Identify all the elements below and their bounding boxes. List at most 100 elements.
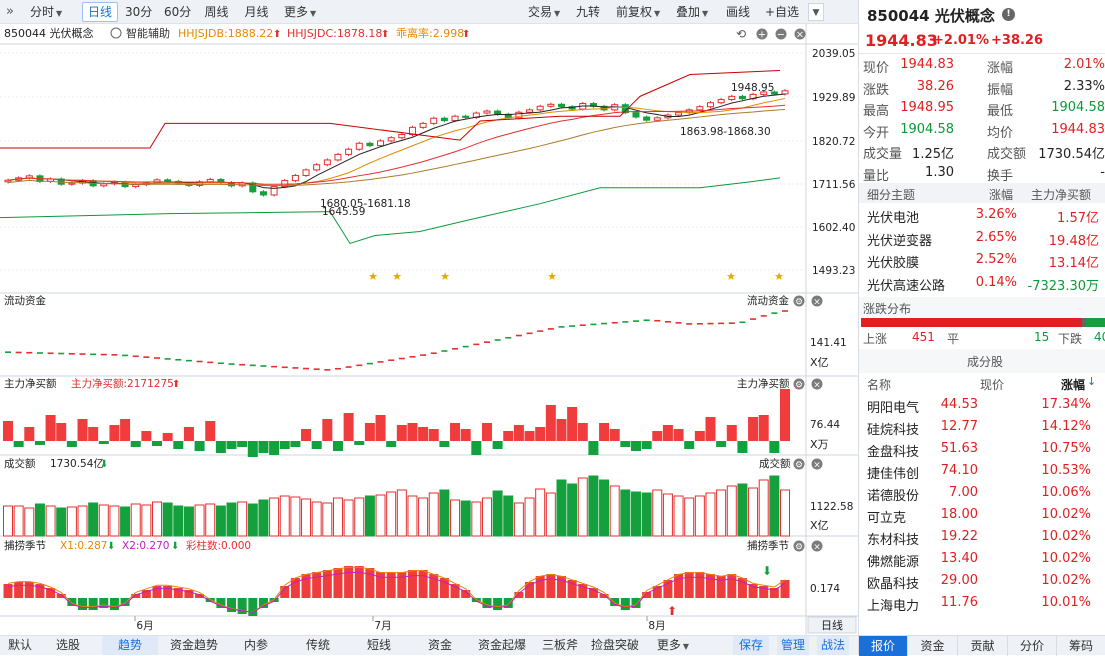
expand-icon[interactable]: » bbox=[6, 4, 14, 19]
close-icon[interactable]: × bbox=[811, 458, 823, 471]
indicator-tab-2[interactable]: 趋势 bbox=[102, 636, 158, 655]
toolbar-menu-icon[interactable]: ▼ bbox=[808, 3, 824, 21]
indicator-tab-1[interactable]: 选股 bbox=[42, 636, 94, 655]
quote-label: 现价 bbox=[863, 61, 890, 76]
close-icon[interactable]: × bbox=[811, 295, 823, 308]
subtheme-name[interactable]: 光伏逆变器 bbox=[867, 233, 933, 249]
right-tab-2[interactable]: 贡献 bbox=[958, 636, 1008, 656]
constituent-name[interactable]: 诺德股份 bbox=[867, 489, 920, 504]
flow-unit: X亿 bbox=[810, 356, 829, 369]
right-tab-4[interactable]: 筹码 bbox=[1057, 636, 1105, 656]
constituent-pct: 14.12% bbox=[1041, 419, 1091, 434]
indicator-tab-5[interactable]: 传统 bbox=[290, 636, 346, 655]
period-button-6[interactable]: 更多 ▼ bbox=[280, 2, 320, 22]
toolbar-button-5[interactable]: +自选 bbox=[757, 2, 807, 22]
quote-price: 1944.83 bbox=[865, 31, 938, 50]
indicator-tab-9[interactable]: 三板斧 bbox=[536, 636, 584, 655]
subtheme-name[interactable]: 光伏电池 bbox=[867, 211, 920, 226]
quote-label: 量比 bbox=[863, 168, 890, 184]
constituent-name[interactable]: 东材科技 bbox=[867, 533, 920, 548]
net-bars bbox=[3, 389, 790, 457]
constituents-col-pct[interactable]: 涨幅 bbox=[1061, 378, 1086, 392]
action-button-0[interactable]: 保存 bbox=[733, 636, 769, 655]
subtheme-flow: 13.14亿 bbox=[1048, 256, 1099, 271]
indicator-tab-7[interactable]: 资金 bbox=[410, 636, 470, 655]
down-count: 40 bbox=[1094, 330, 1105, 344]
close-icon[interactable]: × bbox=[794, 28, 806, 41]
period-button-1[interactable]: 日线 bbox=[82, 2, 118, 22]
constituents-header bbox=[859, 349, 1105, 373]
candle-body bbox=[302, 169, 310, 176]
toolbar-button-2[interactable]: 前复权 ▼ bbox=[612, 2, 664, 22]
candle-body bbox=[419, 122, 427, 128]
indicator-tab-8[interactable]: 资金起爆 bbox=[470, 636, 534, 655]
indicator-tab-4[interactable]: 内参 bbox=[230, 636, 282, 655]
constituent-name[interactable]: 欧晶科技 bbox=[867, 577, 920, 592]
subtheme-name[interactable]: 光伏胶膜 bbox=[867, 256, 920, 271]
tab-label: 资金 bbox=[427, 638, 452, 652]
right-tab-0[interactable]: 报价 bbox=[859, 636, 908, 656]
constituent-name[interactable]: 捷佳伟创 bbox=[867, 467, 920, 482]
period-button-2[interactable]: 30分 bbox=[121, 2, 154, 22]
candle-body bbox=[440, 117, 448, 122]
constituent-name[interactable]: 可立克 bbox=[867, 511, 907, 526]
season-x1-line bbox=[7, 566, 786, 613]
candlesticks bbox=[4, 89, 789, 197]
indicator-tab-11[interactable]: 更多 ▼ bbox=[648, 636, 698, 655]
subtheme-pct: 2.52% bbox=[975, 252, 1017, 267]
tab-label: 更多 bbox=[656, 638, 681, 652]
period-toggle-button[interactable] bbox=[807, 616, 857, 634]
indicator-tab-0[interactable]: 默认 bbox=[0, 636, 40, 655]
zoom-in-icon[interactable]: + bbox=[756, 28, 768, 41]
constituents-col-name[interactable]: 名称 bbox=[867, 378, 892, 392]
toolbar-button-0[interactable]: 交易 ▼ bbox=[524, 2, 564, 22]
toolbar-button-1[interactable]: 九转 bbox=[572, 2, 604, 22]
subtheme-name[interactable]: 光伏高速公路 bbox=[867, 278, 946, 294]
signal-star-icon: ★ bbox=[726, 270, 736, 283]
settings-icon[interactable]: ⚙ bbox=[793, 458, 805, 471]
indicator-tab-3[interactable]: 资金趋势 bbox=[160, 636, 228, 655]
indicator-jdb: HHJSJDB:1888.22 bbox=[178, 27, 273, 40]
close-icon[interactable]: × bbox=[811, 378, 823, 391]
constituent-name[interactable]: 硅烷科技 bbox=[867, 423, 920, 438]
right-tab-3[interactable]: 分价 bbox=[1008, 636, 1057, 656]
period-button-4[interactable]: 周线 bbox=[200, 2, 233, 22]
tab-label: 报价 bbox=[870, 639, 895, 653]
constituent-name[interactable]: 佛燃能源 bbox=[867, 555, 920, 570]
tab-label: 内参 bbox=[243, 638, 268, 652]
down-label: 下跌 bbox=[1058, 332, 1083, 346]
sort-desc-icon[interactable]: ↓ bbox=[1087, 375, 1097, 388]
action-button-2[interactable]: 战法 bbox=[817, 636, 849, 655]
volume-y-tick: 1122.58 bbox=[810, 501, 853, 513]
svg-text:⚙: ⚙ bbox=[795, 461, 803, 471]
constituent-name[interactable]: 明阳电气 bbox=[867, 401, 920, 416]
constituents-col-price[interactable]: 现价 bbox=[980, 378, 1005, 392]
chart-area[interactable]: 850044 光伏概念 智能辅助 HHJSJDB:1888.22 HHJSJDC:18… bbox=[0, 24, 858, 635]
action-label: 保存 bbox=[738, 638, 763, 652]
toolbar-button-4[interactable]: 画线 bbox=[722, 2, 752, 22]
candle-body bbox=[536, 105, 544, 111]
refresh-icon[interactable]: ⟲ bbox=[736, 27, 746, 41]
indicator-tab-6[interactable]: 短线 bbox=[350, 636, 408, 655]
settings-icon[interactable]: ⚙ bbox=[793, 295, 805, 308]
indicator-tab-10[interactable]: 捡盘突破 bbox=[586, 636, 644, 655]
candle-body bbox=[483, 110, 491, 114]
close-icon[interactable]: × bbox=[811, 540, 823, 553]
right-tab-1[interactable]: 资金 bbox=[908, 636, 958, 656]
chevron-down-icon[interactable] bbox=[110, 27, 122, 39]
price-low-range-label: 1680.05-1681.18 bbox=[320, 198, 411, 210]
period-button-3[interactable]: 60分 bbox=[160, 2, 193, 22]
constituent-name[interactable]: 上海电力 bbox=[867, 599, 920, 614]
toolbar-button-3[interactable]: 叠加 ▼ bbox=[672, 2, 712, 22]
candle-body bbox=[643, 116, 651, 121]
period-button-5[interactable]: 月线 bbox=[240, 2, 273, 22]
zoom-out-icon[interactable]: − bbox=[775, 28, 787, 41]
period-button-0[interactable]: 分时 ▼ bbox=[26, 2, 64, 22]
settings-icon[interactable]: ⚙ bbox=[793, 540, 805, 553]
action-button-1[interactable]: 管理 bbox=[777, 636, 809, 655]
constituent-name[interactable]: 金盘科技 bbox=[867, 445, 920, 460]
settings-icon[interactable]: ⚙ bbox=[793, 378, 805, 391]
info-icon[interactable]: ! bbox=[1002, 8, 1015, 21]
constituent-price: 74.10 bbox=[940, 463, 978, 478]
distribution-bar bbox=[861, 318, 1105, 327]
